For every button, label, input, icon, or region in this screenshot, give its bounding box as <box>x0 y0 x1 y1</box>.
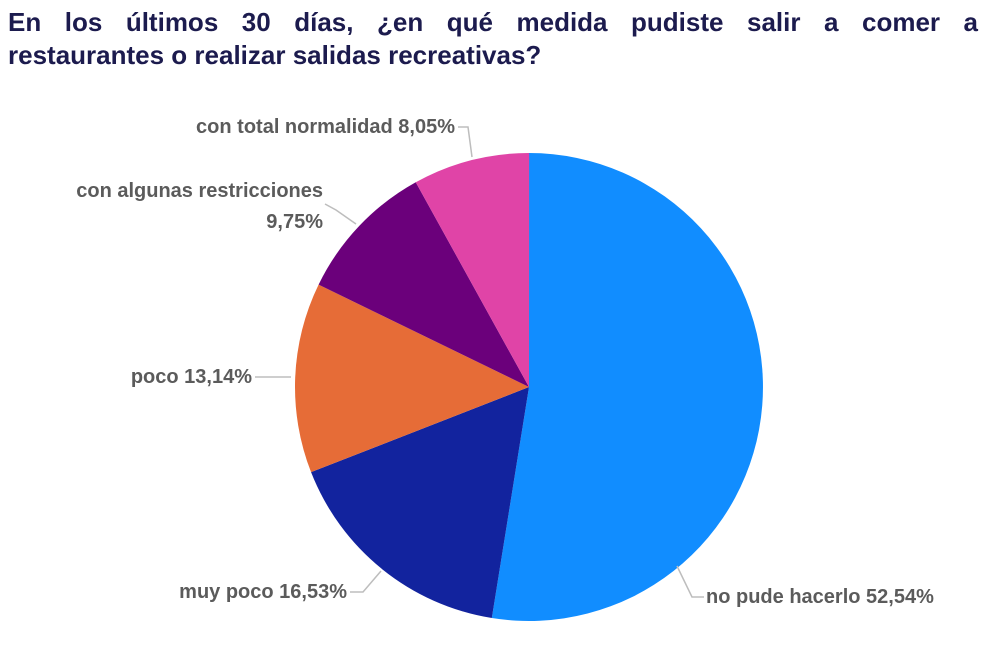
leader-line-con-algunas-restricciones <box>324 203 357 225</box>
leader-line-no-pude-hacerlo <box>676 565 704 598</box>
chart-title-line2: restaurantes o realizar salidas recreati… <box>8 40 542 70</box>
pie-slice-poco[interactable] <box>295 284 529 473</box>
slice-label-muy-poco: muy poco 16,53% <box>179 581 347 603</box>
slice-label-con-algunas-restricciones: con algunas restricciones 9,75% <box>76 180 323 233</box>
pie-slice-con-total-normalidad[interactable] <box>415 152 530 387</box>
slice-label-no-pude-hacerlo: no pude hacerlo 52,54% <box>706 586 934 608</box>
pie-slice-muy-poco[interactable] <box>311 387 529 619</box>
leader-line-con-total-normalidad <box>458 126 473 158</box>
slice-label-poco: poco 13,14% <box>130 366 252 388</box>
slice-label-con-total-normalidad: con total normalidad 8,05% <box>196 116 455 138</box>
pie-slice-no-pude-hacerlo[interactable] <box>491 153 763 621</box>
leader-line-muy-poco <box>350 570 382 593</box>
pie-slice-con-algunas-restricciones[interactable] <box>318 182 529 387</box>
chart-title: En los últimos 30 días, ¿en qué medida p… <box>8 6 978 72</box>
chart-title-line1: En los últimos 30 días, ¿en qué medida p… <box>8 7 978 37</box>
